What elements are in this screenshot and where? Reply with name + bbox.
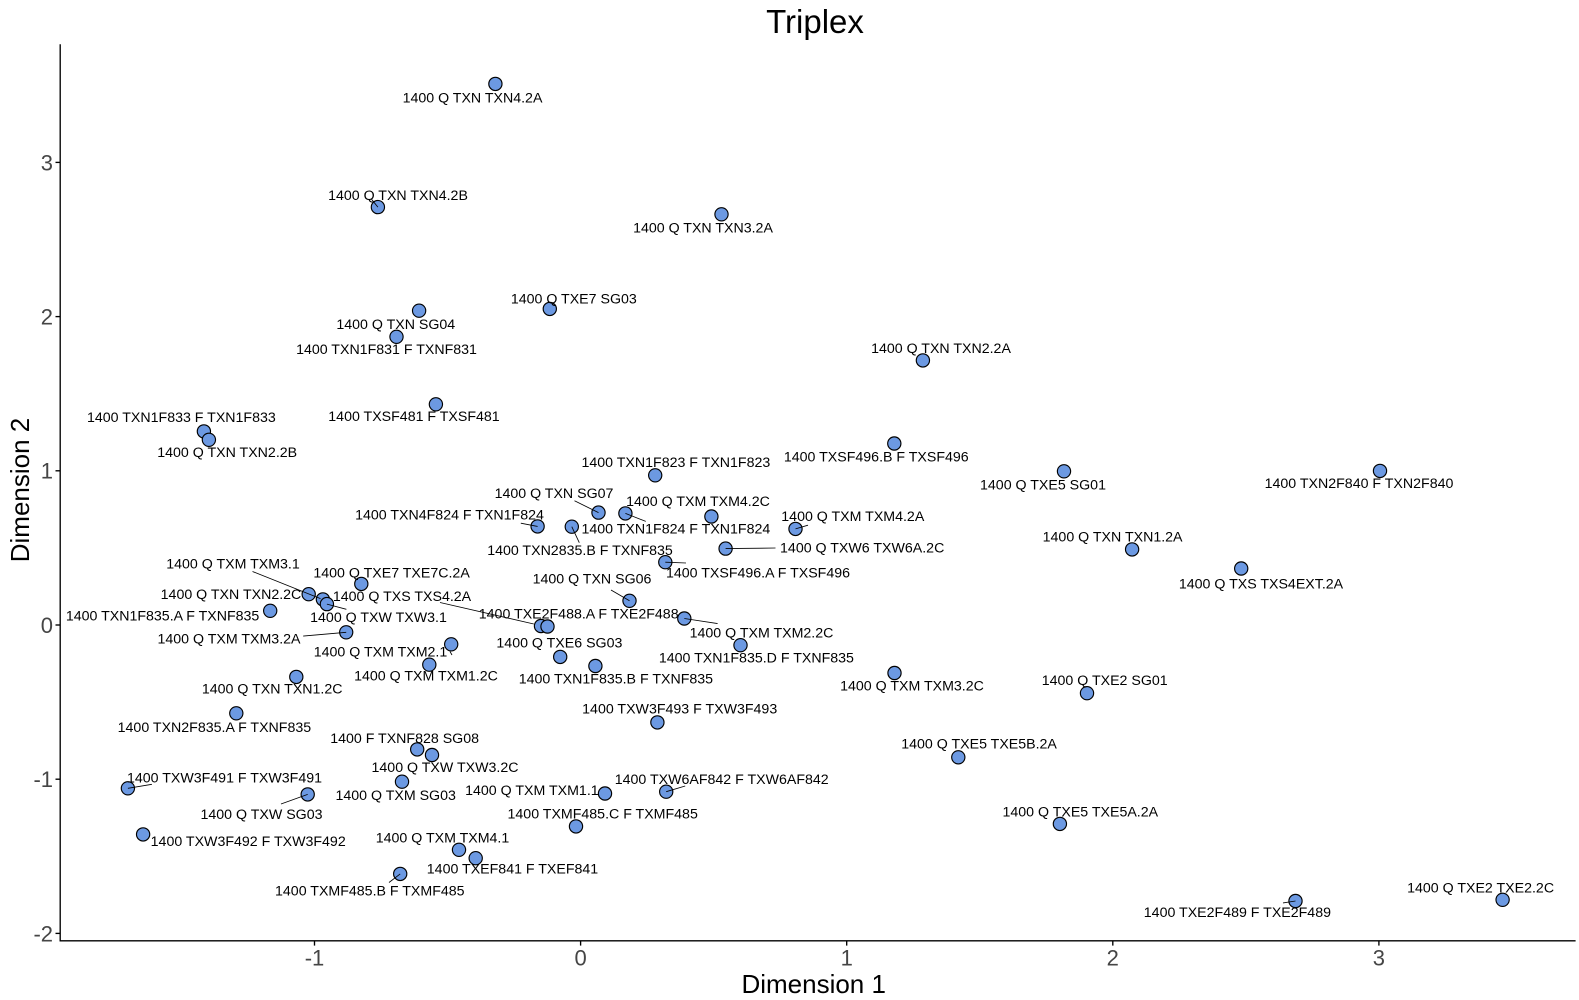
svg-text:1400 Q TXN SG07: 1400 Q TXN SG07	[495, 486, 614, 502]
svg-text:1400 Q TXN TXN2.2C: 1400 Q TXN TXN2.2C	[161, 587, 302, 603]
svg-text:1400 Q TXN TXN1.2C: 1400 Q TXN TXN1.2C	[202, 682, 343, 698]
svg-text:1400 TXE2F489 F TXE2F489: 1400 TXE2F489 F TXE2F489	[1144, 905, 1331, 921]
svg-text:1400 Q TXM TXM4.2C: 1400 Q TXM TXM4.2C	[626, 494, 770, 510]
svg-text:2: 2	[41, 305, 53, 330]
svg-text:1400 F TXNF828 SG08: 1400 F TXNF828 SG08	[330, 731, 479, 747]
svg-text:Dimension 1: Dimension 1	[741, 969, 886, 999]
svg-text:Triplex: Triplex	[766, 3, 864, 40]
svg-text:1: 1	[41, 459, 53, 484]
svg-text:1400 TXN2F840 F TXN2F840: 1400 TXN2F840 F TXN2F840	[1265, 476, 1454, 492]
svg-text:1400 TXN1F823 F TXN1F823: 1400 TXN1F823 F TXN1F823	[582, 455, 771, 471]
svg-text:1400 TXN4F824 F TXN1F824: 1400 TXN4F824 F TXN1F824	[355, 508, 544, 524]
svg-text:1400 Q TXE7 SG03: 1400 Q TXE7 SG03	[511, 292, 637, 308]
svg-text:1400 TXSF496.B F TXSF496: 1400 TXSF496.B F TXSF496	[784, 450, 969, 466]
svg-text:1400 TXSF496.A F TXSF496: 1400 TXSF496.A F TXSF496	[666, 566, 850, 582]
svg-text:1400 Q TXE2 SG01: 1400 Q TXE2 SG01	[1042, 673, 1168, 689]
svg-text:1400 TXEF841 F TXEF841: 1400 TXEF841 F TXEF841	[427, 862, 599, 878]
svg-text:1400 TXN1F835.A F TXNF835: 1400 TXN1F835.A F TXNF835	[66, 609, 260, 625]
svg-text:1400 Q TXM TXM3.1: 1400 Q TXM TXM3.1	[166, 557, 300, 573]
svg-text:1400 TXW3F493 F TXW3F493: 1400 TXW3F493 F TXW3F493	[582, 701, 777, 717]
svg-text:1400 Q TXN SG04: 1400 Q TXN SG04	[336, 317, 455, 333]
svg-text:1400 Q TXN TXN2.2B: 1400 Q TXN TXN2.2B	[157, 445, 297, 461]
svg-text:1400 Q TXM SG03: 1400 Q TXM SG03	[335, 788, 456, 804]
svg-text:1400 Q TXE5 TXE5B.2A: 1400 Q TXE5 TXE5B.2A	[901, 737, 1057, 753]
svg-text:1400 TXN1F835.B F TXNF835: 1400 TXN1F835.B F TXNF835	[519, 671, 713, 687]
svg-text:1400 TXN1F835.D F TXNF835: 1400 TXN1F835.D F TXNF835	[659, 651, 854, 667]
svg-text:0: 0	[41, 613, 53, 638]
svg-text:3: 3	[41, 150, 53, 175]
svg-text:1400 Q TXS TXS4EXT.2A: 1400 Q TXS TXS4EXT.2A	[1179, 577, 1344, 593]
svg-text:1400 Q TXW TXW3.2C: 1400 Q TXW TXW3.2C	[372, 760, 519, 776]
svg-text:1400 Q TXM TXM3.2C: 1400 Q TXM TXM3.2C	[840, 678, 984, 694]
svg-text:1400 Q TXN SG06: 1400 Q TXN SG06	[533, 572, 652, 588]
svg-text:Dimension 2: Dimension 2	[5, 418, 35, 563]
svg-text:1400 Q TXE2 TXE2.2C: 1400 Q TXE2 TXE2.2C	[1407, 881, 1554, 897]
svg-text:1400 Q TXM TXM1.1: 1400 Q TXM TXM1.1	[465, 783, 599, 799]
svg-text:1400 Q TXE5 SG01: 1400 Q TXE5 SG01	[980, 478, 1106, 494]
svg-text:-2: -2	[33, 921, 53, 946]
svg-text:1400 Q TXN TXN1.2A: 1400 Q TXN TXN1.2A	[1043, 530, 1183, 546]
svg-text:1400 Q TXS TXS4.2A: 1400 Q TXS TXS4.2A	[333, 589, 472, 605]
svg-text:1400 TXMF485.B F TXMF485: 1400 TXMF485.B F TXMF485	[275, 884, 465, 900]
svg-text:1400 Q TXN TXN4.2B: 1400 Q TXN TXN4.2B	[328, 188, 468, 204]
svg-text:1400 Q TXM TXM2.2C: 1400 Q TXM TXM2.2C	[690, 626, 834, 642]
svg-text:1400 TXMF485.C F TXMF485: 1400 TXMF485.C F TXMF485	[508, 807, 698, 823]
svg-text:1400 Q TXM TXM4.2A: 1400 Q TXM TXM4.2A	[781, 509, 925, 525]
svg-text:1400 Q TXM TXM1.2C: 1400 Q TXM TXM1.2C	[354, 669, 498, 685]
svg-text:1400 TXE2F488.A F TXE2F488: 1400 TXE2F488.A F TXE2F488	[479, 607, 679, 623]
svg-text:1400 Q TXW TXW3.1: 1400 Q TXW TXW3.1	[310, 610, 447, 626]
svg-text:1400 TXN1F831 F TXNF831: 1400 TXN1F831 F TXNF831	[296, 342, 477, 358]
svg-text:1400 Q TXN TXN3.2A: 1400 Q TXN TXN3.2A	[633, 221, 773, 237]
svg-text:1400 Q TXW6 TXW6A.2C: 1400 Q TXW6 TXW6A.2C	[780, 541, 944, 557]
svg-text:1400 Q TXM TXM4.1: 1400 Q TXM TXM4.1	[376, 831, 510, 847]
svg-text:1400 Q TXE5 TXE5A.2A: 1400 Q TXE5 TXE5A.2A	[1002, 805, 1158, 821]
svg-text:3: 3	[1373, 946, 1385, 971]
svg-text:0: 0	[574, 946, 586, 971]
svg-text:1400 Q TXW SG03: 1400 Q TXW SG03	[201, 807, 323, 823]
svg-text:1400 TXW3F492 F TXW3F492: 1400 TXW3F492 F TXW3F492	[151, 834, 346, 850]
svg-text:1400 Q TXM TXM2.1: 1400 Q TXM TXM2.1	[314, 645, 448, 661]
svg-text:1400 TXSF481 F TXSF481: 1400 TXSF481 F TXSF481	[328, 409, 500, 425]
svg-text:1400 TXN1F833 F TXN1F833: 1400 TXN1F833 F TXN1F833	[87, 410, 276, 426]
svg-text:1400 Q TXE7 TXE7C.2A: 1400 Q TXE7 TXE7C.2A	[313, 565, 470, 581]
svg-text:1400 TXN2835.B F TXNF835: 1400 TXN2835.B F TXNF835	[487, 543, 673, 559]
svg-text:1: 1	[841, 946, 853, 971]
svg-text:1400 Q TXM TXM3.2A: 1400 Q TXM TXM3.2A	[158, 631, 302, 647]
svg-text:1400 Q TXE6 SG03: 1400 Q TXE6 SG03	[496, 635, 622, 651]
svg-text:1400 TXN2F835.A F TXNF835: 1400 TXN2F835.A F TXNF835	[118, 720, 312, 736]
svg-text:-1: -1	[33, 767, 53, 792]
svg-text:1400 Q TXN TXN4.2A: 1400 Q TXN TXN4.2A	[403, 90, 543, 106]
svg-text:1400 TXW3F491 F TXW3F491: 1400 TXW3F491 F TXW3F491	[127, 770, 322, 786]
svg-text:1400 Q TXN TXN2.2A: 1400 Q TXN TXN2.2A	[871, 341, 1011, 357]
svg-text:1400 TXW6AF842 F TXW6AF842: 1400 TXW6AF842 F TXW6AF842	[615, 772, 829, 788]
svg-text:-1: -1	[305, 946, 325, 971]
svg-text:1400 TXN1F824 F TXN1F824: 1400 TXN1F824 F TXN1F824	[582, 521, 771, 537]
svg-text:2: 2	[1107, 946, 1119, 971]
